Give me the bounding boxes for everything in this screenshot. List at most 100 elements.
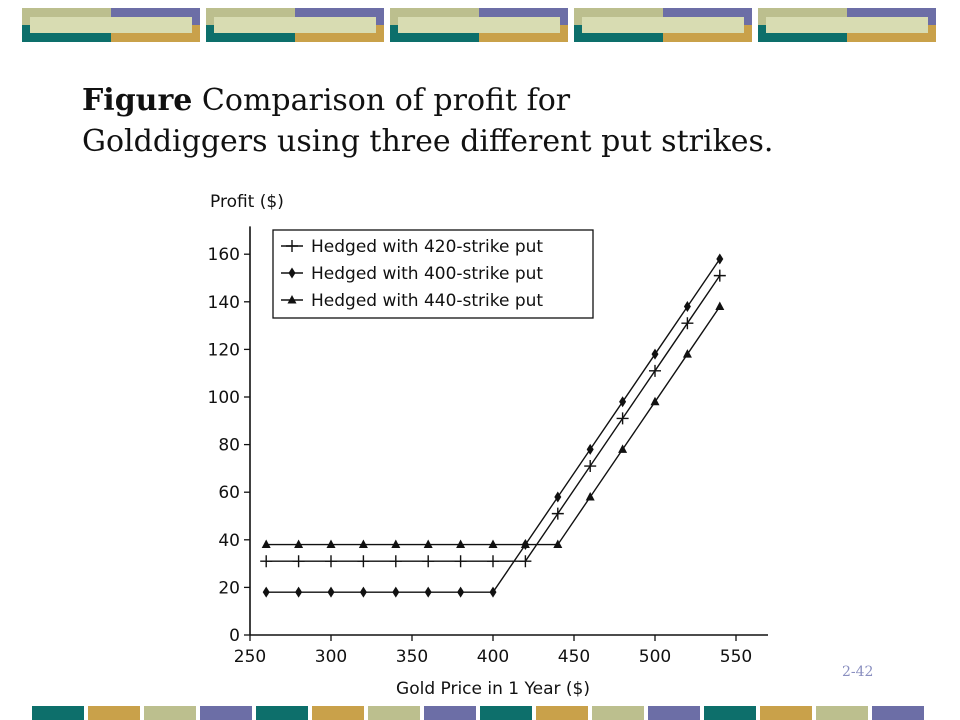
data-point bbox=[423, 539, 433, 549]
legend-entry: Hedged with 400-strike put bbox=[281, 264, 543, 284]
band-block-4 bbox=[574, 8, 752, 42]
y-axis-label: Profit ($) bbox=[210, 192, 284, 212]
band-block-2 bbox=[206, 8, 384, 42]
data-point bbox=[682, 349, 692, 358]
data-point bbox=[325, 555, 337, 568]
slide-title-rest: Comparison of profit for bbox=[192, 83, 571, 118]
bottom-band-segment bbox=[760, 706, 812, 720]
data-point bbox=[586, 443, 594, 455]
x-tick-label: 300 bbox=[315, 647, 347, 667]
band-block-1 bbox=[22, 8, 200, 42]
data-point bbox=[520, 539, 530, 549]
y-tick-label: 80 bbox=[218, 436, 240, 456]
slide-title-bold: Figure bbox=[82, 83, 193, 118]
data-point bbox=[327, 586, 335, 598]
x-tick-label: 550 bbox=[720, 647, 752, 667]
x-tick-label: 500 bbox=[639, 647, 671, 667]
data-point bbox=[454, 555, 467, 568]
data-point bbox=[681, 317, 694, 330]
bottom-band-segment bbox=[648, 706, 700, 720]
data-point bbox=[392, 586, 400, 598]
data-point bbox=[261, 539, 271, 549]
series-triangle bbox=[261, 301, 725, 549]
y-tick-label: 120 bbox=[208, 340, 240, 360]
y-tick-label: 0 bbox=[229, 626, 240, 646]
data-point bbox=[651, 348, 659, 360]
data-point bbox=[286, 240, 298, 252]
series-line bbox=[266, 306, 721, 546]
bottom-band-segment bbox=[256, 706, 308, 720]
data-point bbox=[487, 555, 499, 568]
data-point bbox=[713, 269, 726, 282]
bottom-band-segment bbox=[704, 706, 756, 720]
data-point bbox=[391, 539, 401, 549]
data-point bbox=[553, 539, 563, 549]
data-point bbox=[519, 555, 532, 568]
legend: Hedged with 420-strike put Hedged with 40… bbox=[272, 229, 594, 319]
bottom-band-segment bbox=[816, 706, 868, 720]
x-axis-label: Gold Price in 1 Year ($) bbox=[396, 679, 590, 699]
legend-label: Hedged with 420-strike put bbox=[311, 237, 543, 257]
slide-title-line2: Golddiggers using three different put st… bbox=[82, 124, 774, 159]
data-point bbox=[650, 396, 660, 406]
data-point bbox=[489, 586, 497, 598]
x-tick-label: 450 bbox=[558, 647, 590, 667]
data-point bbox=[389, 555, 402, 568]
data-point bbox=[584, 460, 597, 473]
data-point bbox=[292, 555, 305, 568]
bottom-band-segment bbox=[480, 706, 532, 720]
y-tick-label: 160 bbox=[208, 245, 240, 265]
data-point bbox=[716, 253, 724, 265]
bottom-decorative-band bbox=[32, 706, 924, 720]
data-point bbox=[262, 586, 270, 598]
band-segment bbox=[582, 17, 744, 33]
data-point bbox=[358, 539, 368, 549]
data-point bbox=[554, 491, 562, 503]
series-plus bbox=[260, 269, 726, 568]
legend-label: Hedged with 400-strike put bbox=[311, 264, 543, 284]
data-point bbox=[551, 507, 564, 520]
top-decorative-band bbox=[22, 8, 936, 42]
bottom-band-segment bbox=[144, 706, 196, 720]
data-point bbox=[357, 555, 370, 568]
data-point bbox=[260, 555, 273, 568]
data-point bbox=[585, 491, 595, 501]
data-point bbox=[457, 586, 465, 598]
bottom-band-segment bbox=[872, 706, 924, 720]
y-tick-label: 20 bbox=[218, 578, 240, 598]
band-block-5 bbox=[758, 8, 936, 42]
series-diamond bbox=[262, 253, 724, 598]
bottom-band-segment bbox=[312, 706, 364, 720]
bottom-band-segment bbox=[368, 706, 420, 720]
x-tick-label: 350 bbox=[396, 647, 428, 667]
data-point bbox=[424, 586, 432, 598]
data-point bbox=[683, 301, 691, 313]
data-point bbox=[359, 586, 367, 598]
bottom-band-segment bbox=[32, 706, 84, 720]
data-point bbox=[294, 539, 304, 549]
legend-box bbox=[272, 229, 594, 319]
data-point bbox=[456, 539, 466, 549]
legend-label: Hedged with 440-strike put bbox=[311, 291, 543, 311]
band-segment bbox=[398, 17, 560, 33]
y-tick-label: 100 bbox=[208, 388, 240, 408]
band-segment bbox=[766, 17, 928, 33]
bottom-band-segment bbox=[424, 706, 476, 720]
legend-entry: Hedged with 420-strike put bbox=[281, 237, 543, 257]
y-tick-label: 40 bbox=[218, 531, 240, 551]
x-tick-label: 250 bbox=[234, 647, 266, 667]
band-segment bbox=[30, 17, 192, 33]
slide-title: Figure Comparison of profit for Golddigge… bbox=[82, 80, 902, 162]
data-point bbox=[488, 539, 498, 549]
legend-entry: Hedged with 440-strike put bbox=[281, 291, 543, 311]
x-tick-label: 400 bbox=[477, 647, 509, 667]
band-block-3 bbox=[390, 8, 568, 42]
data-point bbox=[422, 555, 435, 568]
data-point bbox=[649, 364, 661, 377]
bottom-band-segment bbox=[200, 706, 252, 720]
bottom-band-segment bbox=[88, 706, 140, 720]
y-tick-label: 60 bbox=[218, 483, 240, 503]
data-point bbox=[715, 301, 725, 311]
band-segment bbox=[214, 17, 376, 33]
